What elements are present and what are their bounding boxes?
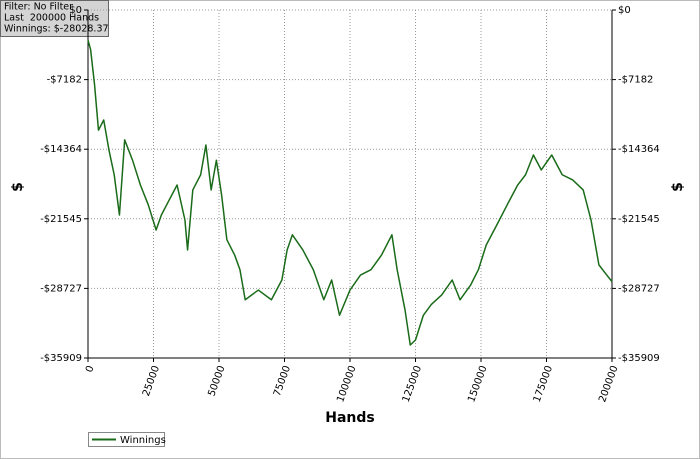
info-line: Filter: No Filter bbox=[4, 2, 73, 13]
info-box: Filter: No Filter Last 200000 Hands Winn… bbox=[0, 0, 109, 37]
y2-axis-title: $ bbox=[670, 182, 686, 192]
y-axis-title: $ bbox=[10, 182, 26, 192]
info-box-bg bbox=[0, 0, 109, 37]
legend-box bbox=[88, 432, 165, 447]
y-tick-label: $0 bbox=[69, 5, 82, 16]
y2-tick-label: -$21545 bbox=[618, 214, 660, 225]
y-tick-label: -$28727 bbox=[40, 283, 82, 294]
x-tick-label: 0 bbox=[84, 364, 97, 374]
y-tick-label: -$35909 bbox=[40, 353, 82, 364]
info-line: Last 200000 Hands bbox=[4, 13, 99, 24]
info-line: Winnings: $-28028.37 bbox=[4, 24, 109, 35]
y2-tick-label: $0 bbox=[618, 5, 631, 16]
y2-tick-label: -$14364 bbox=[618, 144, 660, 155]
y2-tick-label: -$35909 bbox=[618, 353, 660, 364]
y-tick-label: -$7182 bbox=[47, 75, 82, 86]
y2-tick-label: -$7182 bbox=[618, 75, 653, 86]
legend-label: Winnings bbox=[120, 435, 166, 446]
legend: Winnings bbox=[88, 432, 166, 447]
x-axis-title: Hands bbox=[325, 410, 375, 426]
y2-tick-label: -$28727 bbox=[618, 283, 660, 294]
y-tick-label: -$21545 bbox=[40, 214, 82, 225]
series-line bbox=[87, 39, 613, 346]
y-tick-label: -$14364 bbox=[40, 144, 82, 155]
